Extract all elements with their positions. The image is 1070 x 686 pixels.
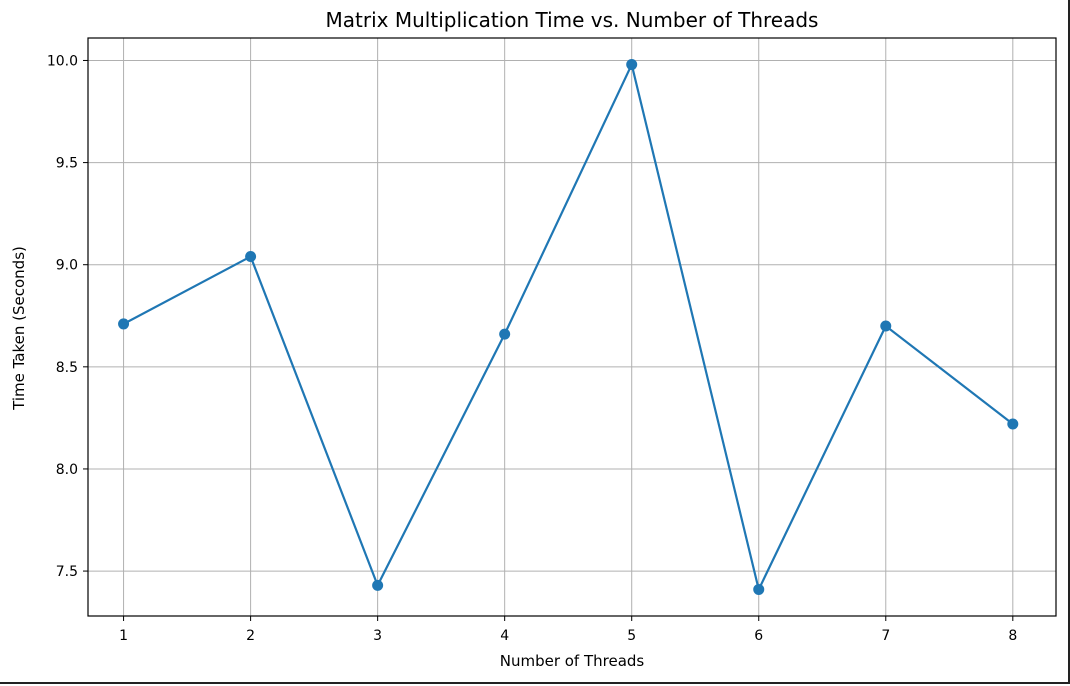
y-tick-label: 9.0 [56,258,78,274]
data-point [499,328,511,340]
x-tick-label: 8 [1008,628,1017,644]
data-point [626,59,638,71]
x-tick-label: 7 [881,628,890,644]
y-tick-label: 8.5 [56,360,78,376]
data-point [880,320,892,332]
x-tick-label: 1 [119,628,128,644]
data-point [245,251,257,263]
y-tick-label: 8.0 [56,462,78,478]
x-tick-label: 3 [373,628,382,644]
data-point [753,583,765,595]
x-tick-label: 5 [627,628,636,644]
data-point [1007,418,1019,430]
data-point [372,579,384,591]
grid-lines [88,38,1056,616]
plot-area-frame [87,37,1057,617]
x-tick-label: 6 [754,628,763,644]
y-tick-label: 7.5 [56,564,78,580]
y-axis-label: Time Taken (Seconds) [10,246,28,411]
data-point [118,318,130,330]
x-tick-label: 4 [500,628,509,644]
series-line [123,63,1014,591]
chart-title: Matrix Multiplication Time vs. Number of… [326,8,819,32]
axis-ticks: 1 2 3 4 5 6 7 8 7.5 8.0 8.5 9.0 9.5 10.0 [47,53,1017,644]
y-tick-label: 10.0 [47,53,78,69]
x-tick-label: 2 [246,628,255,644]
series-layer [118,59,1019,595]
x-axis-label: Number of Threads [500,652,645,670]
y-tick-label: 9.5 [56,156,78,172]
